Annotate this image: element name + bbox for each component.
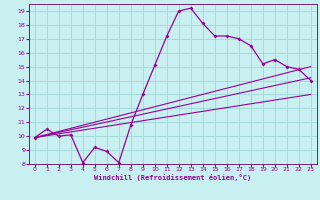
X-axis label: Windchill (Refroidissement éolien,°C): Windchill (Refroidissement éolien,°C)	[94, 174, 252, 181]
